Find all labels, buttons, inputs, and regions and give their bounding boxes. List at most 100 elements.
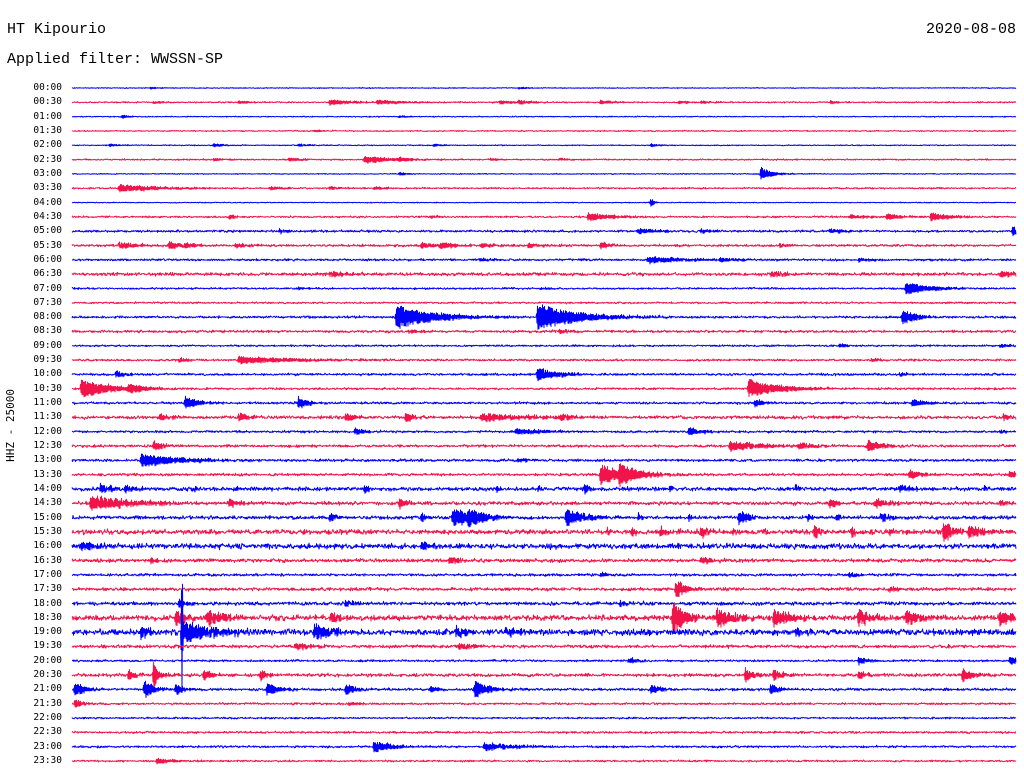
seismic-trace-00-00 — [71, 86, 1017, 90]
seismic-trace-10-00 — [71, 368, 1017, 382]
time-label: 06:30 — [33, 268, 62, 280]
seismic-trace-15-00 — [71, 509, 1017, 528]
seismic-trace-04-00 — [71, 199, 1017, 207]
time-label: 16:00 — [33, 540, 62, 552]
time-label: 02:00 — [33, 139, 62, 151]
time-label: 06:00 — [33, 253, 62, 265]
seismic-trace-11-30 — [71, 412, 1017, 423]
time-label: 21:00 — [33, 683, 62, 695]
time-label: 12:00 — [33, 425, 62, 437]
time-label: 01:30 — [33, 125, 62, 136]
station-title: HT Kipourio — [7, 21, 107, 38]
record-date: 2020-08-08 — [925, 21, 1016, 38]
seismic-trace-07-00 — [71, 283, 1017, 295]
time-label: 09:00 — [33, 339, 62, 351]
seismic-trace-14-30 — [71, 495, 1017, 511]
seismic-trace-01-30 — [71, 129, 1017, 133]
time-label: 02:30 — [33, 153, 62, 165]
seismic-trace-07-30 — [71, 301, 1017, 305]
time-label: 22:30 — [33, 726, 62, 738]
time-label: 01:00 — [33, 110, 62, 122]
seismic-trace-23-00 — [71, 741, 1017, 753]
seismic-trace-13-00 — [71, 453, 1017, 467]
seismic-trace-06-30 — [71, 270, 1017, 278]
time-label: 14:00 — [33, 482, 62, 494]
time-label: 23:30 — [33, 755, 62, 766]
time-label: 17:00 — [33, 568, 62, 580]
seismic-trace-04-30 — [71, 212, 1017, 222]
time-label: 09:30 — [33, 354, 62, 366]
seismic-trace-00-30 — [71, 99, 1017, 106]
time-label: 23:00 — [33, 740, 62, 752]
seismic-trace-08-00 — [71, 304, 1017, 330]
time-label: 08:30 — [33, 325, 62, 337]
time-label: 12:30 — [33, 440, 62, 451]
time-label: 10:30 — [33, 382, 62, 394]
seismic-trace-09-00 — [71, 343, 1017, 349]
seismic-trace-16-30 — [71, 556, 1017, 565]
seismic-trace-18-00 — [71, 598, 1017, 608]
time-label: 04:30 — [33, 210, 62, 222]
seismic-trace-02-00 — [71, 143, 1017, 148]
time-label: 03:00 — [33, 167, 62, 179]
seismic-trace-19-00 — [71, 583, 1017, 694]
time-label: 11:30 — [33, 411, 62, 423]
seismic-trace-03-00 — [71, 166, 1017, 180]
time-label: 00:00 — [33, 82, 62, 93]
time-label: 20:30 — [33, 669, 62, 681]
time-label: 13:30 — [33, 468, 62, 480]
seismic-trace-22-30 — [71, 730, 1017, 735]
seismic-trace-15-30 — [71, 523, 1017, 542]
seismic-trace-12-30 — [71, 439, 1017, 453]
time-label: 10:00 — [33, 368, 62, 380]
seismic-trace-13-30 — [71, 463, 1017, 487]
time-label: 22:00 — [33, 712, 62, 723]
seismic-trace-17-00 — [71, 571, 1017, 579]
time-label: 11:00 — [33, 397, 62, 408]
time-label: 16:30 — [33, 554, 62, 566]
applied-filter-label: Applied filter: WWSSN-SP — [7, 51, 224, 68]
seismic-trace-21-00 — [71, 680, 1017, 699]
seismic-trace-23-30 — [71, 757, 1017, 765]
time-label: 00:30 — [33, 96, 62, 108]
time-label: 18:30 — [33, 611, 62, 623]
time-label: 19:00 — [33, 626, 62, 638]
seismic-trace-17-30 — [71, 581, 1017, 598]
time-label: 05:00 — [33, 225, 62, 237]
seismic-trace-22-00 — [71, 716, 1017, 720]
seismic-trace-05-00 — [71, 226, 1017, 237]
time-label: 03:30 — [33, 182, 62, 194]
seismic-trace-08-30 — [71, 328, 1017, 335]
seismic-trace-06-00 — [71, 256, 1017, 265]
time-label: 18:00 — [33, 597, 62, 609]
seismic-trace-01-00 — [71, 114, 1017, 119]
seismic-trace-20-00 — [71, 656, 1017, 666]
time-label: 13:00 — [33, 454, 62, 466]
seismic-trace-09-30 — [71, 355, 1017, 365]
seismic-trace-12-00 — [71, 427, 1017, 436]
time-label: 14:30 — [33, 497, 62, 509]
time-label: 04:00 — [33, 196, 62, 208]
seismic-trace-19-30 — [71, 642, 1017, 651]
time-label: 08:00 — [33, 311, 62, 323]
seismic-trace-14-00 — [71, 482, 1017, 495]
time-label: 15:00 — [33, 511, 62, 523]
time-label: 07:30 — [33, 296, 62, 308]
seismic-trace-21-30 — [71, 699, 1017, 708]
time-label: 20:00 — [33, 654, 62, 666]
time-label: 17:30 — [33, 583, 62, 595]
time-label: 21:30 — [33, 697, 62, 709]
seismic-trace-10-30 — [71, 379, 1017, 398]
seismic-trace-20-30 — [71, 662, 1017, 694]
time-label: 19:30 — [33, 640, 62, 652]
seismic-trace-03-30 — [71, 184, 1017, 193]
seismic-trace-18-30 — [71, 602, 1017, 635]
seismic-trace-16-00 — [71, 541, 1017, 552]
seismic-trace-05-30 — [71, 241, 1017, 250]
seismic-trace-11-00 — [71, 395, 1017, 409]
time-label: 15:30 — [33, 525, 62, 537]
time-label: 07:00 — [33, 282, 62, 294]
seismic-trace-02-30 — [71, 155, 1017, 164]
